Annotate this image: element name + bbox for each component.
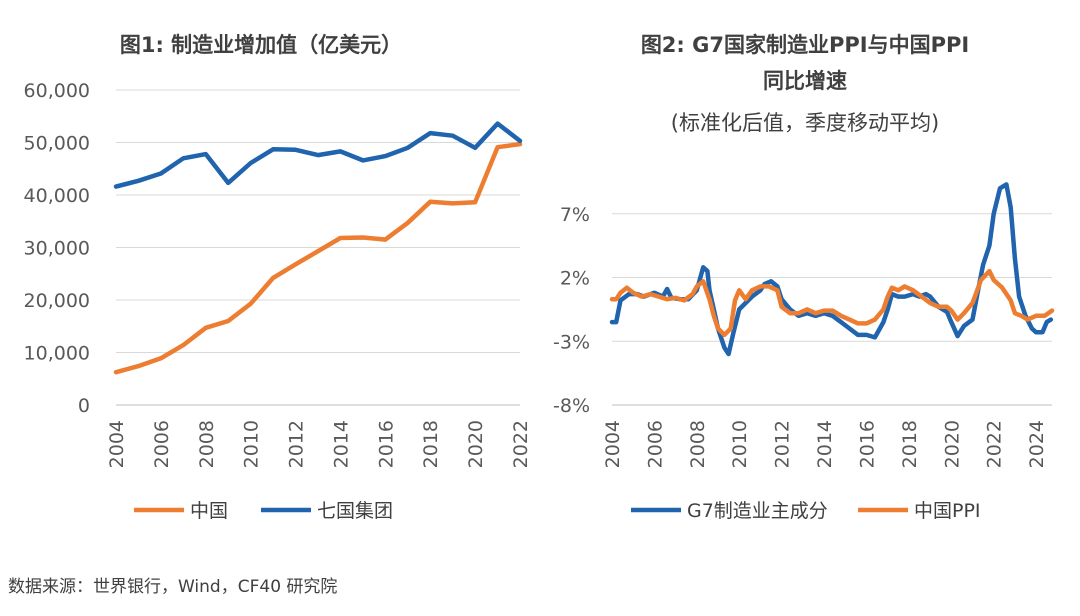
chart2-legend-label-1: G7制造业主成分 [687,500,828,522]
chart1-xtick-label: 2020 [465,420,487,468]
chart1-xtick-label: 2006 [151,420,173,468]
chart2-ytick-label: -3% [553,331,590,353]
charts-canvas: 图1: 制造业增加值（亿美元） 0 10,000 20,000 30,000 40,000… [24,33,1055,522]
chart2-legend-label-2: 中国PPI [914,500,981,522]
chart2-xtick-label: 2008 [687,420,709,468]
chart1-ytick-label: 0 [78,395,90,417]
chart1-series-line-2 [113,121,523,189]
chart1-legend-label-1: 中国 [190,500,228,522]
chart2-xtick-label: 2014 [814,420,836,468]
chart1-xtick-label: 2004 [106,420,128,468]
chart1-legend-label-2: 七国集团 [317,500,393,522]
chart1-series-line-1 [113,141,523,375]
chart2-subtitle: (标准化后值，季度移动平均) [671,111,939,135]
chart2-xtick-label: 2006 [644,420,666,468]
chart2-title: 图2: G7国家制造业PPI与中国PPI [641,33,969,57]
chart1-ytick-label: 40,000 [24,185,90,207]
chart2-series-line-2 [609,268,1055,338]
chart2-ytick-label: -8% [553,395,590,417]
chart1-ytick-label: 20,000 [24,290,90,312]
chart2-ytick-label: 7% [560,204,590,226]
chart1-xtick-label: 2018 [420,420,442,468]
chart2-xtick-label: 2004 [602,420,624,468]
chart2-ytick-label: 2% [560,268,590,290]
chart2-title-line2: 同比增速 [763,69,847,93]
chart2-xtick-label: 2018 [899,420,921,468]
chart1-ytick-label: 60,000 [24,80,90,102]
chart1-xtick-label: 2022 [510,420,532,468]
chart1-xtick-label: 2016 [375,420,397,468]
chart1-ytick-label: 30,000 [24,238,90,260]
chart2-xtick-label: 2020 [941,420,963,468]
chart1-title: 图1: 制造业增加值（亿美元） [120,33,402,57]
chart2-xtick-label: 2012 [772,420,794,468]
chart1-xtick-label: 2014 [330,420,352,468]
chart1-xtick-label: 2012 [286,420,308,468]
chart2-xtick-label: 2016 [856,420,878,468]
chart2-xtick-label: 2022 [984,420,1006,468]
chart2-series-line-1 [609,182,1054,357]
chart2-xtick-label: 2010 [729,420,751,468]
source-note: 数据来源：世界银行，Wind，CF40 研究院 [8,577,338,597]
chart2-xtick-label: 2024 [1026,420,1048,468]
chart1-xtick-label: 2010 [241,420,263,468]
chart1-ytick-label: 50,000 [24,133,90,155]
chart1-ytick-label: 10,000 [24,343,90,365]
chart1-xtick-label: 2008 [196,420,218,468]
